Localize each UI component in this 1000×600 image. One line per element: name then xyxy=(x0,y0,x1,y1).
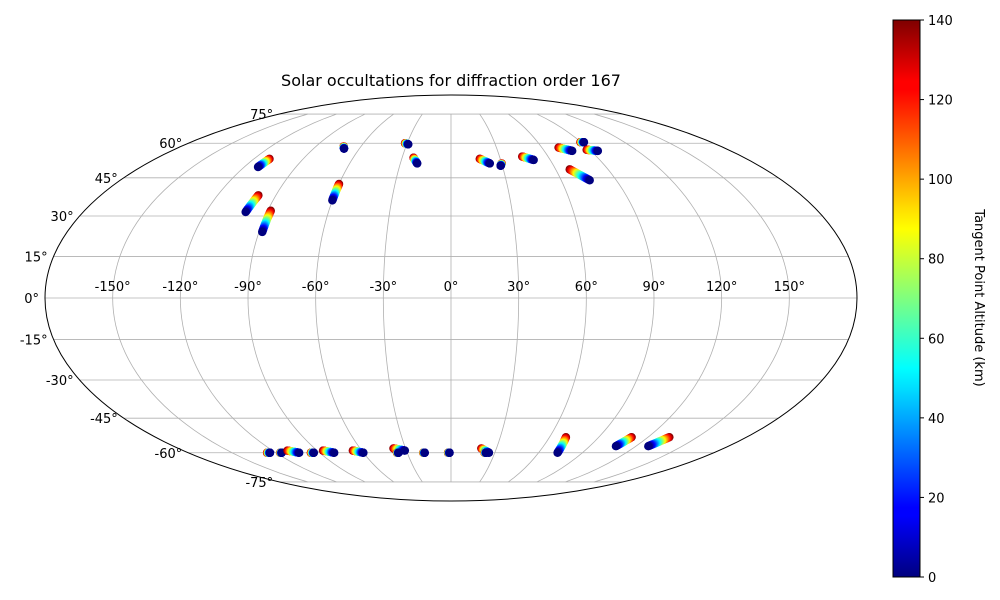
occultation-point xyxy=(241,207,250,217)
colorbar-tick-label: 0 xyxy=(928,571,936,586)
occultation-point xyxy=(481,448,491,457)
latitude-tick-label: 60° xyxy=(159,137,182,152)
longitude-tick-labels: -150° -120° -90° -60° -30° 0° 30° 60° 90° 120° 150… xyxy=(95,280,805,295)
occultation-point xyxy=(553,448,562,457)
longitude-tick-label: 0° xyxy=(444,280,459,295)
colorbar-tick-label: 120 xyxy=(928,94,953,109)
latitude-tick-label: -75° xyxy=(245,476,273,491)
occultation-point xyxy=(253,162,263,172)
longitude-tick-label: -60° xyxy=(302,280,330,295)
colorbar-ticks: 0 20 40 60 80 100 120 140 xyxy=(920,14,953,586)
meridian-line xyxy=(536,113,655,483)
occultation-point xyxy=(394,448,403,457)
occultation-point xyxy=(593,146,603,156)
colorbar-tick-label: 140 xyxy=(928,14,953,29)
occultation-point xyxy=(400,446,410,455)
meridian-line xyxy=(179,113,337,483)
graticule-grid xyxy=(45,113,857,483)
latitude-tick-label: -60° xyxy=(155,447,183,462)
occultation-point xyxy=(330,448,339,457)
occultation-point xyxy=(485,159,495,168)
occultation-point xyxy=(328,196,337,205)
occultation-point xyxy=(529,155,538,165)
colorbar-tick-label: 80 xyxy=(928,253,945,268)
latitude-tick-label: 45° xyxy=(95,172,118,187)
meridian-line xyxy=(382,113,423,483)
meridian-line xyxy=(315,113,394,483)
colorbar: 0 20 40 60 80 100 120 140 Tangent Point Altitud… xyxy=(892,14,986,586)
longitude-tick-label: 120° xyxy=(706,280,737,295)
occultation-point xyxy=(339,144,349,153)
occultation-point xyxy=(295,448,304,457)
occultation-point xyxy=(496,161,505,171)
meridian-line xyxy=(565,113,723,483)
occultation-point xyxy=(413,159,422,168)
longitude-tick-label: -120° xyxy=(162,280,198,295)
colorbar-tick-label: 40 xyxy=(928,412,945,427)
latitude-tick-label: 0° xyxy=(24,292,39,307)
occultation-point xyxy=(644,442,653,451)
latitude-tick-label: 75° xyxy=(250,108,273,123)
occultation-point xyxy=(420,448,429,457)
longitude-tick-label: 150° xyxy=(774,280,805,295)
longitude-tick-label: -90° xyxy=(234,280,262,295)
latitude-tick-label: -30° xyxy=(46,374,74,389)
colorbar-tick-label: 20 xyxy=(928,491,945,506)
colorbar-gradient xyxy=(892,19,921,578)
longitude-tick-label: 90° xyxy=(642,280,665,295)
latitude-tick-label: -45° xyxy=(90,412,118,427)
latitude-tick-labels: -75° -60° -45° -30° -15° 0° 15° 30° 45° 60° 75° xyxy=(20,108,273,491)
occultation-point xyxy=(309,448,318,457)
occultation-point xyxy=(579,137,589,147)
occultation-point xyxy=(445,448,454,457)
occultation-point xyxy=(611,442,621,451)
longitude-tick-label: 30° xyxy=(507,280,530,295)
latitude-tick-label: 30° xyxy=(51,210,74,225)
occultation-point xyxy=(359,448,368,457)
colorbar-label: Tangent Point Altitude (km) xyxy=(971,208,986,386)
meridian-line xyxy=(112,113,308,483)
latitude-tick-label: -15° xyxy=(20,334,48,349)
occultation-point xyxy=(265,448,275,457)
latitude-tick-label: 15° xyxy=(25,250,48,265)
colorbar-tick-label: 60 xyxy=(928,332,945,347)
occultation-point xyxy=(568,146,577,156)
longitude-tick-label: -30° xyxy=(369,280,397,295)
colorbar-tick-label: 100 xyxy=(928,173,953,188)
meridian-line xyxy=(594,113,790,483)
chart-title: Solar occultations for diffraction order… xyxy=(281,71,621,90)
longitude-tick-label: 60° xyxy=(575,280,598,295)
longitude-tick-label: -150° xyxy=(95,280,131,295)
globe-outline xyxy=(44,94,858,502)
meridian-line xyxy=(508,113,587,483)
occultation-point xyxy=(258,227,267,237)
occultation-point xyxy=(404,140,413,149)
data-points xyxy=(241,137,674,457)
meridian-line xyxy=(247,113,366,483)
occultation-point xyxy=(585,176,594,185)
